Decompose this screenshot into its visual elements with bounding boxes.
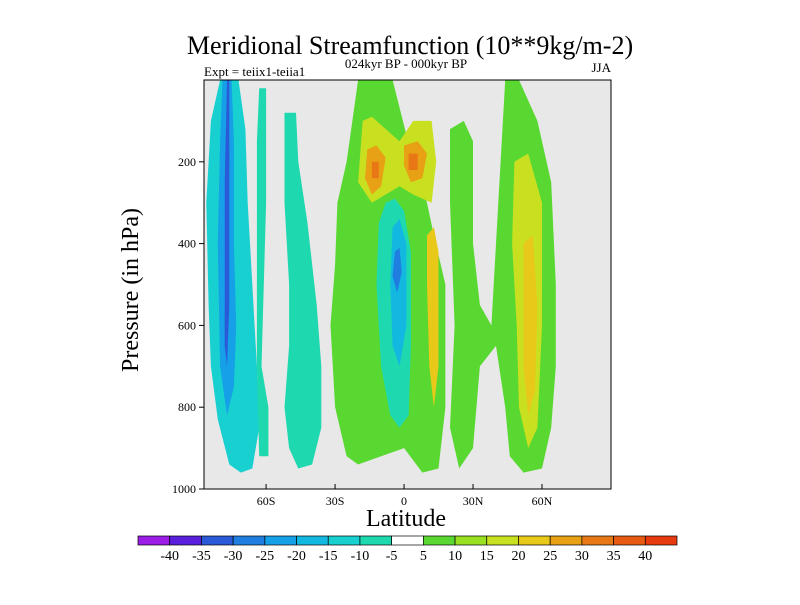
- contour-region-tropical-pos-east-core: [427, 227, 439, 408]
- colorbar-swatch: [201, 535, 234, 546]
- contour-region-midlat-south-neg2: [284, 112, 322, 469]
- colorbar-swatch: [518, 535, 551, 546]
- contour-region-tropical-neg-mid: [390, 219, 407, 367]
- contour-region-southern-neg-cell-core: [224, 80, 230, 367]
- colorbar-swatch: [327, 535, 361, 546]
- plot-frame: [203, 79, 612, 490]
- experiment-label: Expt = teiix1-teiia1: [204, 64, 305, 79]
- colorbar-label: -15: [319, 549, 338, 564]
- colorbar-swatch: [581, 535, 614, 546]
- colorbar-label: -5: [386, 549, 398, 564]
- colorbar: -40 -35 -30 -25 -20 -15 -10 -5 5 10 15 20 25 30 35 40: [137, 535, 678, 564]
- y-tick-label: 600: [178, 318, 196, 332]
- colorbar-swatch: [486, 535, 519, 546]
- y-axis-label: Pressure (in hPa): [118, 208, 144, 372]
- colorbar-swatch: [644, 535, 678, 546]
- x-tick-label: 30S: [326, 494, 345, 508]
- contour-region-tropical-pos-jet-w-core: [371, 161, 379, 179]
- contour-region-tropical-pos-jet-e-core: [408, 153, 418, 170]
- colorbar-swatch: [613, 535, 646, 546]
- colorbar-label: 15: [480, 549, 494, 564]
- colorbar-label: -40: [160, 549, 179, 564]
- x-tick-label: 60N: [532, 494, 553, 508]
- colorbar-label: -30: [224, 549, 243, 564]
- contour-regions: [206, 80, 556, 473]
- colorbar-swatch: [296, 535, 329, 546]
- y-axis: 200 400 600 800 1000: [172, 155, 204, 496]
- colorbar-label: 25: [543, 549, 557, 564]
- x-tick-label: 30N: [463, 494, 484, 508]
- colorbar-swatch: [549, 535, 583, 546]
- colorbar-swatch: [359, 535, 393, 546]
- y-tick-label: 800: [178, 400, 196, 414]
- colorbar-swatch: [423, 535, 456, 546]
- colorbar-label: -20: [287, 549, 306, 564]
- colorbar-label: -25: [255, 549, 274, 564]
- colorbar-swatch: [391, 535, 424, 546]
- x-tick-label: 60S: [257, 494, 276, 508]
- x-axis-label: Latitude: [366, 506, 446, 532]
- season-label: JJA: [591, 60, 611, 75]
- colorbar-label: 40: [638, 549, 652, 564]
- colorbar-label: 5: [420, 549, 427, 564]
- center-subtitle: 024kyr BP - 000kyr BP: [345, 56, 467, 71]
- colorbar-label: -35: [192, 549, 211, 564]
- y-tick-label: 1000: [172, 482, 196, 496]
- contour-region-midlat-south-neg: [256, 88, 269, 457]
- colorbar-label: 35: [607, 549, 621, 564]
- colorbar-swatch: [264, 535, 297, 546]
- y-tick-label: 200: [178, 155, 196, 169]
- contour-region-tropical-neg-core: [392, 247, 402, 293]
- colorbar-label: 30: [575, 549, 589, 564]
- colorbar-swatch: [454, 535, 488, 546]
- contour-region-isolated-neg-dot: [263, 435, 267, 444]
- contour-region-nh-pos-midlat-core: [523, 235, 538, 416]
- plot-area: [203, 79, 612, 490]
- y-tick-label: 400: [178, 237, 196, 251]
- colorbar-swatch: [169, 535, 202, 546]
- x-tick-label: 0: [401, 494, 407, 508]
- colorbar-label: -10: [351, 549, 370, 564]
- colorbar-label: 10: [448, 549, 462, 564]
- chart-title: Meridional Streamfunction (10**9kg/m-2): [187, 31, 633, 60]
- colorbar-swatch: [232, 535, 266, 546]
- x-axis: 60S 30S 0 30N 60N: [257, 484, 553, 508]
- colorbar-swatch: [137, 535, 171, 546]
- colorbar-label: 20: [512, 549, 526, 564]
